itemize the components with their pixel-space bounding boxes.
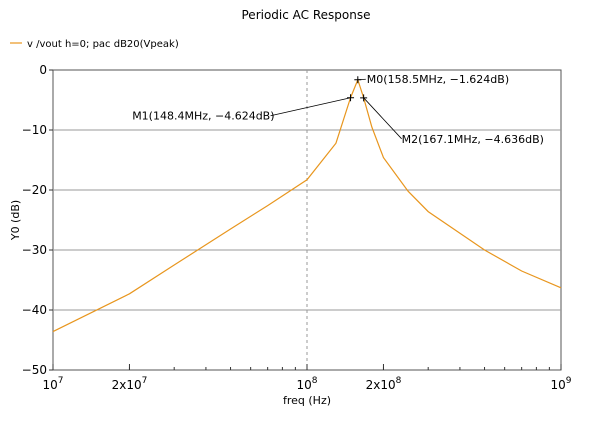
- x-tick-label: 2x108: [366, 376, 402, 392]
- x-axis-label: freq (Hz): [283, 394, 331, 407]
- marker-cross: [354, 76, 362, 84]
- x-tick-label: 109: [550, 376, 571, 392]
- marker-label: M2(167.1MHz, −4.636dB): [402, 133, 544, 146]
- marker-cross: [347, 94, 355, 102]
- marker-label: M1(148.4MHz, −4.624dB): [132, 110, 274, 123]
- y-tick-label: −50: [22, 363, 47, 377]
- y-tick-label: −40: [22, 303, 47, 317]
- grid: [53, 70, 561, 370]
- x-tick-label: 2x107: [112, 376, 148, 392]
- y-tick-label: −30: [22, 243, 47, 257]
- x-axis-ticks: 107 2x107 108 2x108 109: [42, 364, 572, 392]
- x-tick-label: 107: [42, 376, 63, 392]
- y-tick-label: −20: [22, 183, 47, 197]
- y-axis-ticks: 0 −10 −20 −30 −40 −50: [22, 63, 53, 377]
- markers-layer: M0(158.5MHz, −1.624dB) M1(148.4MHz, −4.62…: [132, 73, 544, 146]
- x-tick-label: 108: [296, 376, 317, 392]
- marker-leader: [363, 97, 402, 140]
- marker-cross: [360, 94, 368, 102]
- legend-label: v /vout h=0; pac dB20(Vpeak): [27, 39, 179, 50]
- marker-label: M0(158.5MHz, −1.624dB): [367, 73, 509, 86]
- legend: v /vout h=0; pac dB20(Vpeak): [10, 39, 179, 50]
- marker-leader: [270, 97, 351, 117]
- y-tick-label: −10: [22, 123, 47, 137]
- y-axis-label: Y0 (dB): [9, 200, 22, 241]
- chart-title: Periodic AC Response: [242, 8, 371, 22]
- y-tick-label: 0: [39, 63, 47, 77]
